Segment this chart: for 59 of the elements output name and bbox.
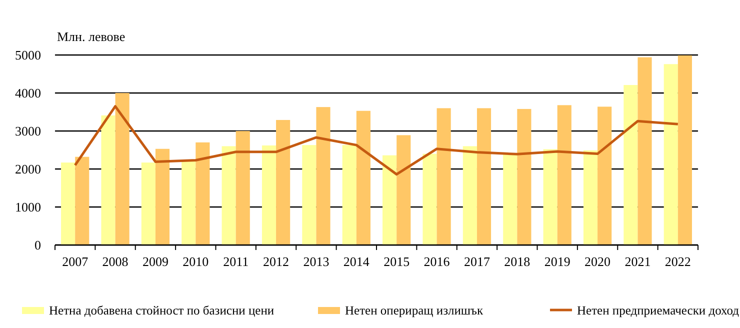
x-tick-label: 2021 bbox=[624, 254, 651, 269]
y-tick-label: 0 bbox=[34, 238, 41, 253]
bar bbox=[598, 106, 612, 245]
bar bbox=[75, 156, 90, 245]
bar bbox=[155, 148, 170, 245]
x-tick-label: 2008 bbox=[102, 254, 128, 269]
x-tick-label: 2007 bbox=[62, 254, 89, 269]
x-tick-label: 2018 bbox=[504, 254, 530, 269]
x-tick-label: 2020 bbox=[584, 254, 611, 269]
x-tick-label: 2022 bbox=[664, 254, 691, 269]
bar bbox=[302, 145, 316, 245]
bar bbox=[503, 154, 518, 245]
y-tick-label: 4000 bbox=[15, 86, 41, 101]
bar bbox=[517, 108, 532, 245]
bar bbox=[342, 145, 356, 245]
bar bbox=[664, 64, 678, 245]
bar bbox=[262, 145, 276, 245]
x-tick-label: 2011 bbox=[223, 254, 249, 269]
bar bbox=[557, 105, 572, 245]
bar bbox=[678, 55, 692, 245]
bar bbox=[624, 85, 638, 245]
y-tick-label: 3000 bbox=[15, 124, 41, 139]
bar bbox=[462, 146, 477, 245]
bar bbox=[196, 142, 210, 245]
bar bbox=[476, 108, 492, 245]
bar bbox=[236, 131, 250, 245]
y-axis-title: Млн. левове bbox=[57, 29, 126, 44]
bar bbox=[396, 135, 411, 245]
legend-label: Нетен опериращ излишък bbox=[345, 303, 484, 318]
y-tick-label: 1000 bbox=[15, 200, 41, 215]
x-tick-label: 2014 bbox=[343, 254, 370, 269]
x-tick-label: 2017 bbox=[464, 254, 490, 269]
bar bbox=[222, 146, 236, 245]
bar bbox=[422, 154, 437, 245]
y-tick-label: 5000 bbox=[15, 48, 41, 63]
x-tick-label: 2019 bbox=[544, 254, 570, 269]
y-tick-label: 2000 bbox=[15, 162, 41, 177]
bar bbox=[61, 162, 76, 245]
x-tick-label: 2012 bbox=[263, 254, 290, 269]
line-series bbox=[74, 105, 680, 176]
x-tick-label: 2013 bbox=[303, 254, 330, 269]
x-tick-label: 2010 bbox=[182, 254, 209, 269]
bar bbox=[182, 160, 196, 245]
bar bbox=[543, 149, 558, 245]
bar bbox=[436, 108, 451, 245]
bar bbox=[276, 120, 290, 245]
legend-label: Нетна добавена стойност по базисни цени bbox=[49, 303, 274, 318]
x-tick-label: 2016 bbox=[424, 254, 450, 269]
bar bbox=[115, 93, 130, 245]
bar bbox=[382, 155, 397, 245]
bar bbox=[583, 150, 598, 245]
x-tick-label: 2015 bbox=[384, 254, 410, 269]
bar bbox=[356, 110, 370, 245]
bar bbox=[141, 162, 156, 245]
bar bbox=[316, 107, 330, 245]
x-tick-label: 2009 bbox=[142, 254, 168, 269]
bar bbox=[638, 57, 652, 245]
legend-label: Нетен предприемачески доход bbox=[577, 303, 740, 318]
bar bbox=[101, 115, 116, 245]
